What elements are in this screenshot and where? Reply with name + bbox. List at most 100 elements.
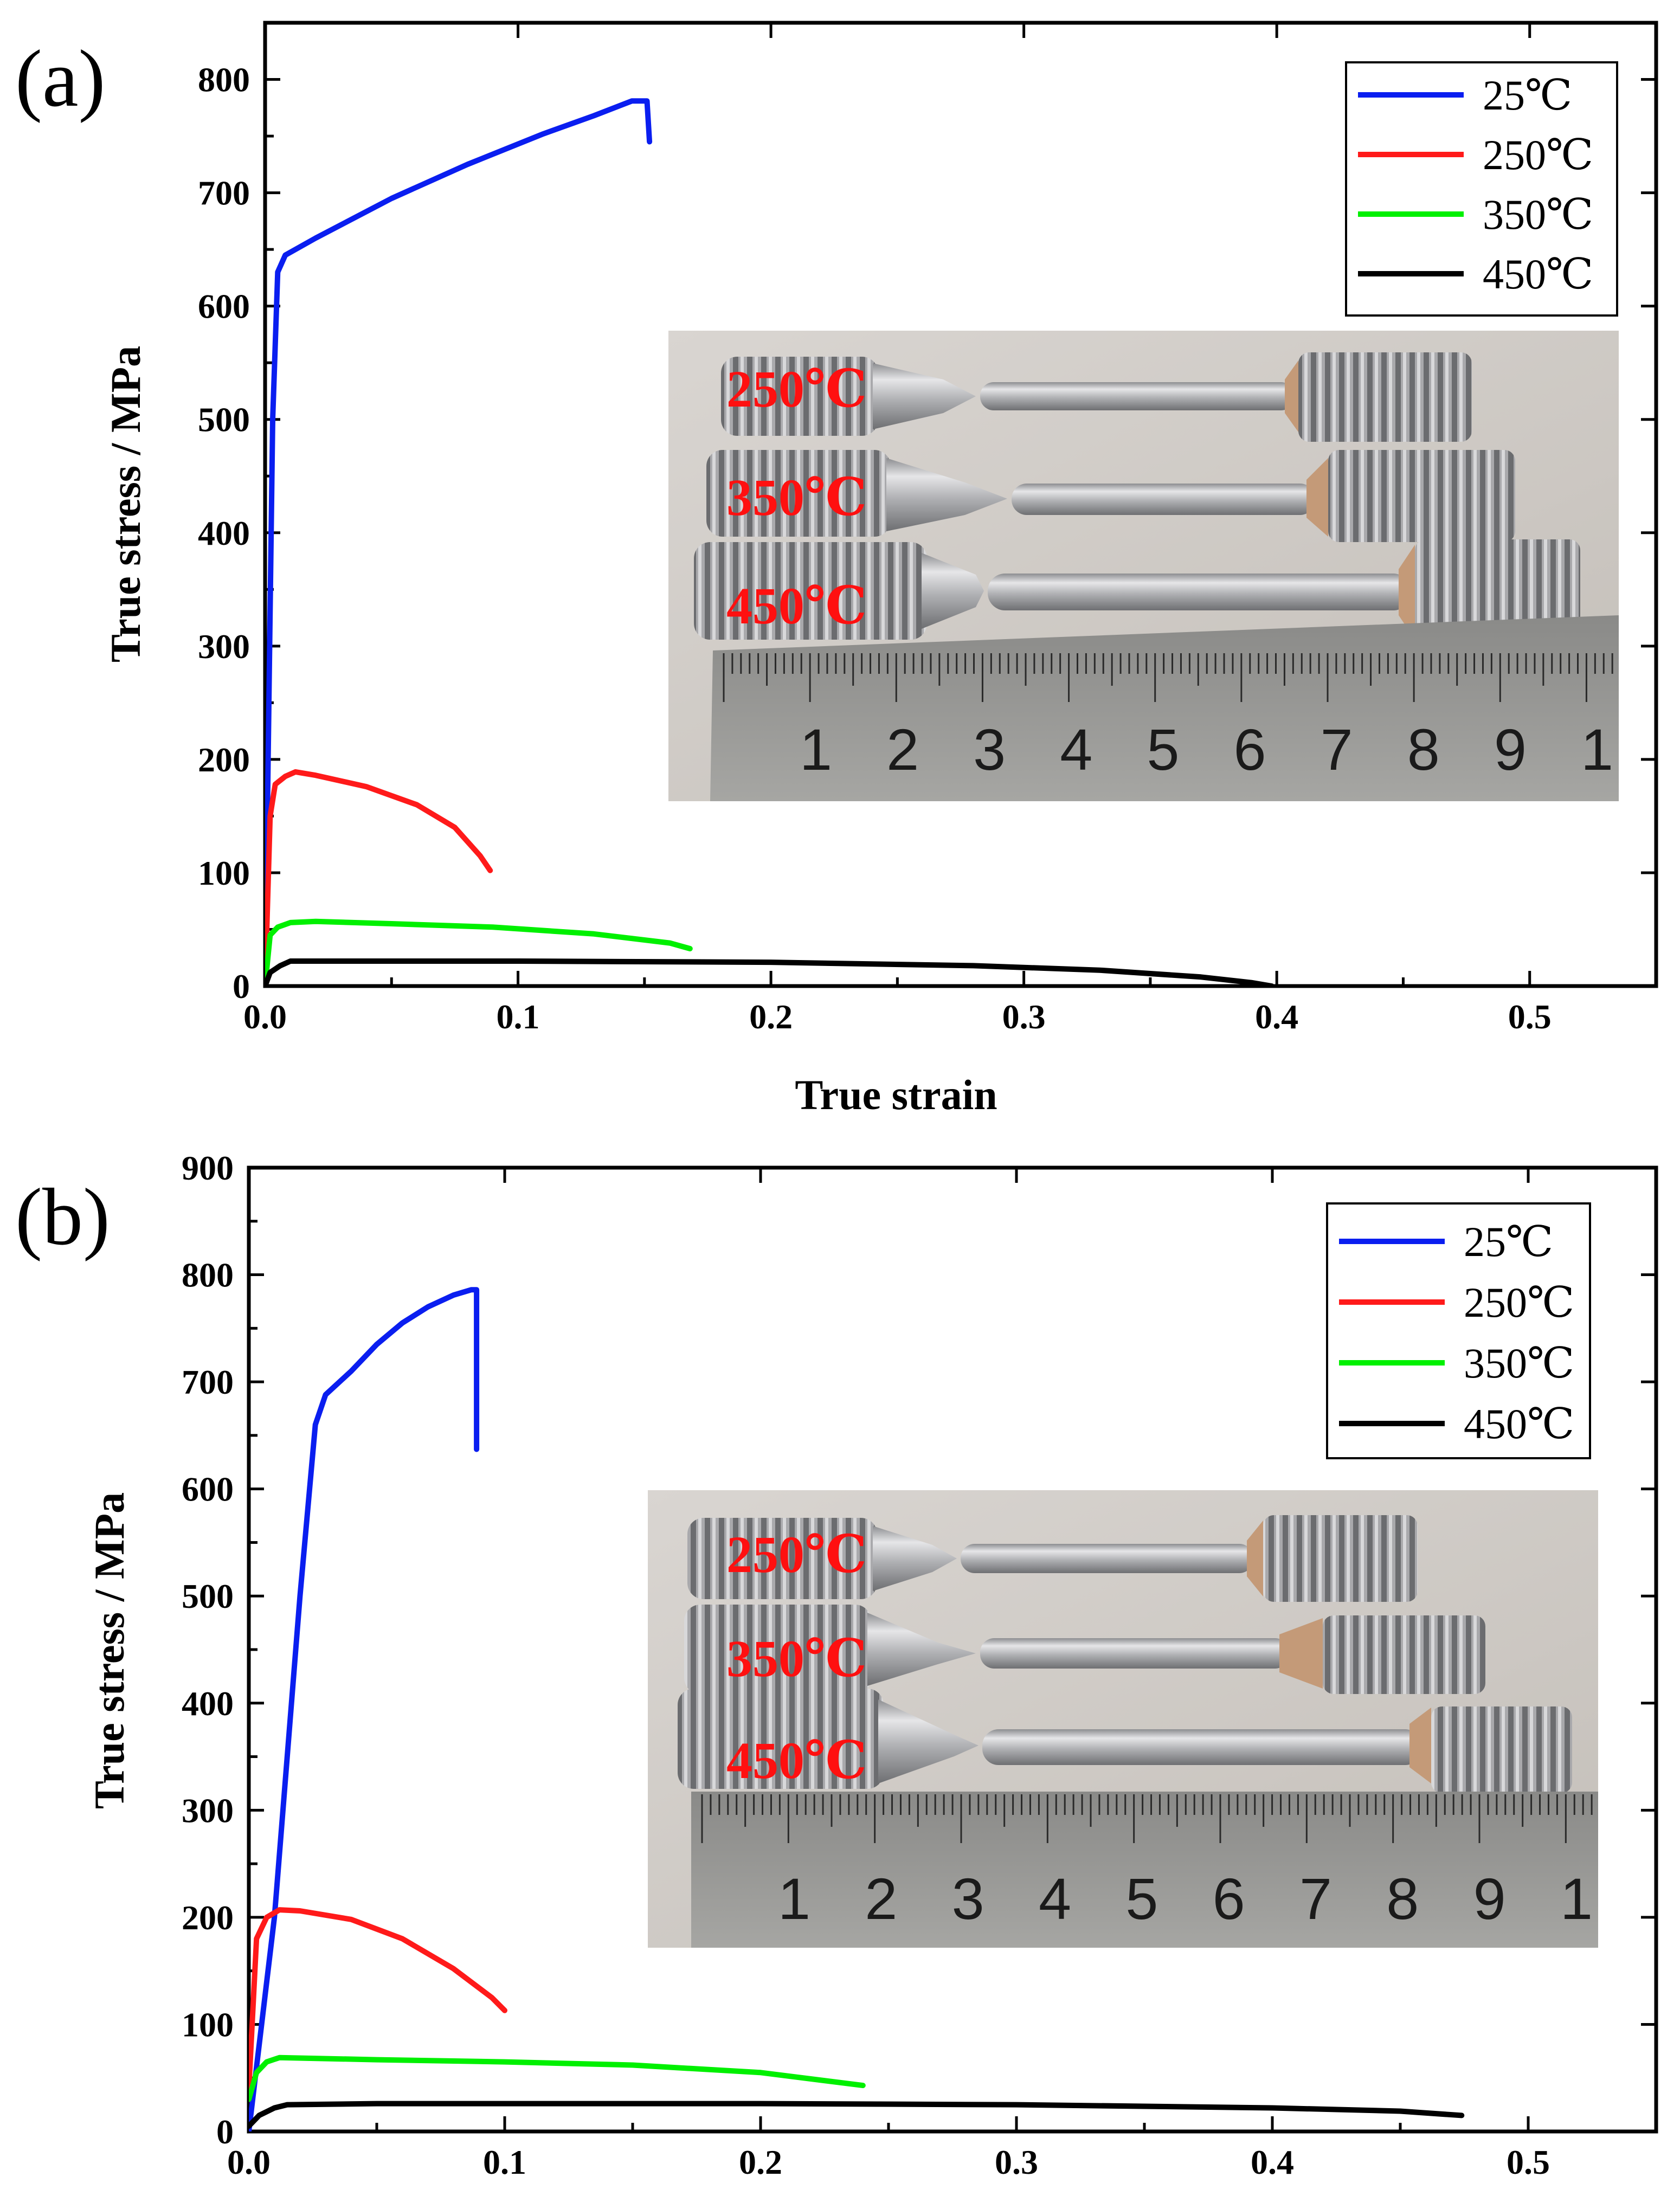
legend-label: 250℃ <box>1464 1279 1574 1326</box>
ruler-ticks <box>701 1794 1593 1843</box>
panel-a-legend: 25℃ 250℃ 350℃ 450℃ <box>1345 61 1618 317</box>
y-tick-label: 100 <box>198 854 250 892</box>
ruler-number: 7 <box>1299 1866 1332 1931</box>
panel-a-plot-frame <box>263 21 1658 988</box>
y-tick-label: 0 <box>233 967 250 1006</box>
x-tick-label: 0.3 <box>1002 997 1046 1036</box>
ruler-number: 8 <box>1407 717 1440 782</box>
legend-label: 350℃ <box>1464 1339 1574 1387</box>
panel-b-y-axis-title: True stress / MPa <box>86 1492 133 1809</box>
specimen-350 <box>706 450 1515 542</box>
y-tick-label: 200 <box>182 1898 234 1937</box>
series-line-450℃ <box>265 958 1275 986</box>
y-tick-label: 700 <box>182 1363 234 1401</box>
y-tick-label: 600 <box>198 287 250 326</box>
x-tick-label: 0.1 <box>497 997 540 1036</box>
ruler-number: 5 <box>1125 1866 1158 1931</box>
legend-label: 25℃ <box>1464 1218 1553 1265</box>
ruler-number: 2 <box>865 1866 897 1931</box>
specimen-250 <box>721 352 1472 442</box>
y-tick-label: 700 <box>198 174 250 212</box>
specimen-350 <box>684 1605 1485 1694</box>
legend-label: 450℃ <box>1464 1400 1574 1447</box>
panel-a-x-axis: 0.0 0.1 0.2 0.3 0.4 0.5 <box>243 23 1552 1036</box>
ruler-ticks <box>723 653 1613 702</box>
ruler-number: 1 <box>778 1866 810 1931</box>
ruler-number: 7 <box>1321 717 1353 782</box>
y-tick-label: 900 <box>182 1149 234 1187</box>
x-tick-label: 0.2 <box>739 2143 782 2181</box>
ruler-number: 1 <box>800 717 832 782</box>
series-line-250℃ <box>249 1907 507 2091</box>
y-tick-label: 300 <box>182 1791 234 1830</box>
y-tick-label: 800 <box>182 1256 234 1295</box>
ruler-number: 6 <box>1213 1866 1245 1931</box>
panel-b-label: (b) <box>15 1172 110 1262</box>
legend-label: 25℃ <box>1483 72 1572 119</box>
panel-a-y-axis: 0 100 200 300 400 500 600 700 800 <box>198 61 1656 1006</box>
photo-label-350: 350℃ <box>726 468 867 526</box>
panel-b-series <box>249 1287 1465 2131</box>
ruler-number: 4 <box>1060 717 1092 782</box>
y-tick-label: 400 <box>198 514 250 552</box>
y-tick-label: 800 <box>198 61 250 99</box>
y-tick-label: 0 <box>216 2113 234 2151</box>
x-tick-label: 0.3 <box>995 2143 1038 2181</box>
ruler-number: 3 <box>952 1866 984 1931</box>
ruler-number: 5 <box>1147 717 1179 782</box>
x-tick-label: 0.2 <box>749 997 793 1036</box>
x-tick-label: 0.4 <box>1255 997 1298 1036</box>
photo-label-250: 250℃ <box>726 1525 867 1583</box>
x-tick-label: 0.0 <box>243 997 287 1036</box>
panel-b-legend-box <box>1326 1202 1591 1459</box>
ruler-number: 1 <box>1560 1866 1593 1931</box>
ruler-number: 1 <box>1581 717 1613 782</box>
panel-b-y-axis: 0 100 200 300 400 500 600 700 800 900 <box>182 1149 1656 2151</box>
y-tick-label: 500 <box>198 401 250 439</box>
y-tick-label: 200 <box>198 740 250 779</box>
series-line-250℃ <box>265 769 493 986</box>
series-line-25℃ <box>265 98 653 986</box>
panel-b: (b) 0.0 0.1 0.2 0.3 0.4 0.5 0 100 200 300 400 500 6… <box>15 1149 1658 2181</box>
panel-a: (a) 0.0 0.1 0.2 0.3 0.4 0.5 0 100 200 300 400 500 6… <box>15 21 1658 1118</box>
photo-label-450: 450℃ <box>726 1731 867 1789</box>
series-line-25℃ <box>249 1287 480 2131</box>
x-tick-label: 0.5 <box>1507 2143 1550 2181</box>
ruler-number: 9 <box>1494 717 1527 782</box>
photo-label-350: 350℃ <box>726 1630 867 1688</box>
legend-label: 450℃ <box>1483 250 1593 298</box>
x-tick-label: 0.1 <box>483 2143 526 2181</box>
panel-a-label: (a) <box>15 34 105 124</box>
panel-a-x-axis-title: True strain <box>795 1071 997 1118</box>
legend-label: 250℃ <box>1483 131 1593 178</box>
panel-b-legend: 25℃ 250℃ 350℃ 450℃ <box>1326 1202 1591 1459</box>
series-line-350℃ <box>249 2055 866 2102</box>
series-line-450℃ <box>249 2101 1465 2129</box>
series-line-350℃ <box>265 918 693 986</box>
panel-b-x-axis: 0.0 0.1 0.2 0.3 0.4 0.5 <box>227 1168 1550 2181</box>
photo-label-450: 450℃ <box>726 577 867 635</box>
ruler-number: 8 <box>1386 1866 1419 1931</box>
y-tick-label: 500 <box>182 1577 234 1615</box>
specimen-250 <box>687 1515 1418 1602</box>
x-tick-label: 0.4 <box>1251 2143 1294 2181</box>
specimen-450 <box>678 1689 1572 1793</box>
panel-a-axes-box <box>263 21 1658 988</box>
x-tick-label: 0.5 <box>1508 997 1552 1036</box>
legend-label: 350℃ <box>1483 191 1593 238</box>
ruler-number: 3 <box>973 717 1006 782</box>
y-tick-label: 100 <box>182 2005 234 2044</box>
ruler-number: 9 <box>1473 1866 1506 1931</box>
panel-a-series <box>265 98 1275 986</box>
photo-label-250: 250℃ <box>726 360 867 418</box>
panel-a-y-axis-title: True stress / MPa <box>102 346 149 662</box>
ruler-number: 4 <box>1039 1866 1071 1931</box>
x-tick-label: 0.0 <box>227 2143 271 2181</box>
y-tick-label: 400 <box>182 1684 234 1723</box>
